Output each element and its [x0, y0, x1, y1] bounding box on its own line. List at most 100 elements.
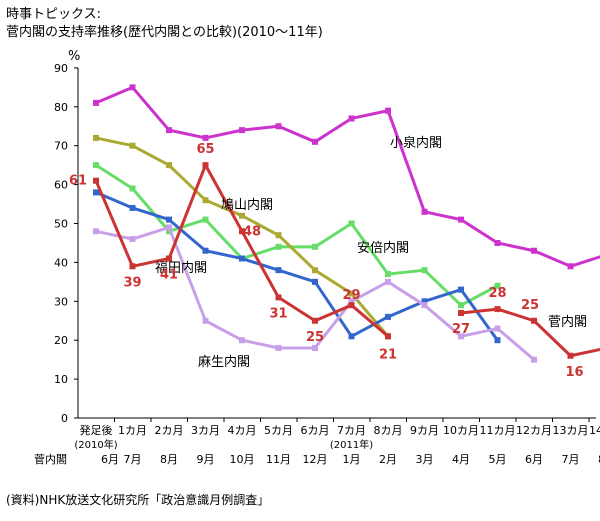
x-tick-label: 12カ月 [516, 424, 552, 437]
series-5-point [458, 309, 464, 316]
series-5-point [312, 317, 318, 324]
series-3-point [239, 255, 245, 262]
series-name-label: 安倍内閣 [357, 240, 409, 256]
series-2-point [202, 197, 209, 204]
source-note: (資料)NHK放送文化研究所「政治意識月例調査」 [6, 493, 270, 507]
data-label: 28 [488, 286, 506, 301]
y-axis-unit: % [68, 49, 80, 64]
series-3-point [275, 267, 282, 274]
series-5-point [348, 302, 355, 309]
series-0-line [95, 85, 600, 268]
series-5-point [93, 177, 99, 184]
x-tick-label: 6カ月 [301, 424, 330, 437]
series-3-point [348, 333, 355, 340]
data-label: 29 [342, 288, 360, 303]
series-4-point [494, 325, 501, 332]
series-1-line [95, 163, 499, 307]
series-3-point [166, 216, 172, 223]
series-4-point [348, 298, 355, 305]
series-2-point [312, 267, 318, 274]
series-0-point [312, 138, 318, 145]
month-label: 6月 [525, 453, 543, 466]
series-4-point [202, 317, 209, 324]
series-3-point [312, 278, 318, 285]
series-1-point [93, 162, 99, 169]
series-0-point [275, 123, 282, 130]
series-2-point [166, 162, 172, 169]
x-tick-label: 5カ月 [264, 424, 293, 437]
series-0-point [166, 127, 172, 134]
series-5-point [129, 263, 136, 270]
series-name-label: 鳩山内閣 [221, 197, 273, 213]
month-label: 3月 [416, 453, 434, 466]
series-1-point [312, 243, 318, 250]
series-name-label: 小泉内閣 [390, 135, 442, 151]
x-tick-label: 10カ月 [443, 424, 479, 437]
series-0-point [348, 115, 355, 122]
month-label: 8月 [160, 453, 178, 466]
x-tick-label: 1カ月 [118, 424, 147, 437]
y-tick-label: 50 [54, 218, 68, 231]
chart-title: 時事トピックス: [6, 7, 101, 22]
series-5-point [239, 228, 245, 235]
x-tick-label: 4カ月 [228, 424, 257, 437]
data-label: 41 [160, 268, 178, 283]
month-label: 4月 [452, 453, 470, 466]
x-year-label: (2011年) [330, 438, 373, 451]
y-tick-label: 40 [54, 256, 68, 269]
y-tick-label: 30 [54, 295, 68, 308]
series-4-point [93, 228, 99, 235]
series-4-point [458, 333, 464, 340]
series-0-point [93, 99, 99, 106]
series-5-point [567, 352, 574, 359]
month-label: 6月 [101, 453, 119, 466]
x-tick-label: 9カ月 [410, 424, 439, 437]
series-name-label: 福田内閣 [155, 260, 207, 276]
series-4-point [129, 236, 136, 243]
series-0-point [567, 263, 574, 270]
series-1-point [458, 302, 464, 309]
series-0-point [385, 107, 391, 114]
series-1-point [494, 282, 501, 289]
month-row-label: 菅内閣 [34, 452, 67, 466]
y-tick-label: 70 [54, 140, 68, 153]
series-2-point [275, 232, 282, 239]
x-tick-label: 8カ月 [374, 424, 403, 437]
y-tick-label: 10 [54, 373, 68, 386]
series-3-point [129, 204, 136, 211]
month-label: 7月 [562, 453, 580, 466]
series-1-point [348, 220, 355, 227]
data-label: 27 [452, 322, 470, 337]
x-tick-label: 7カ月 [337, 424, 366, 437]
data-label: 61 [69, 174, 87, 189]
series-1-point [275, 243, 282, 250]
month-label: 7月 [124, 453, 142, 466]
series-5-point [166, 255, 172, 262]
series-4-point [385, 278, 391, 285]
month-label: 12月 [303, 453, 328, 466]
series-3-point [421, 298, 428, 305]
series-2-point [239, 212, 245, 219]
month-label: 8月 [598, 453, 600, 466]
series-2-point [348, 290, 355, 297]
y-tick-label: 80 [54, 101, 68, 114]
data-label: 48 [243, 224, 261, 239]
series-0-point [458, 216, 464, 223]
x-tick-label: 2カ月 [155, 424, 184, 437]
data-label: 21 [379, 347, 397, 362]
x-tick-label: 13カ月 [553, 424, 589, 437]
month-label: 5月 [489, 453, 507, 466]
x-tick-label: 3カ月 [191, 424, 220, 437]
series-0-point [421, 208, 428, 215]
series-0-point [202, 134, 209, 141]
data-label: 25 [306, 330, 324, 345]
series-2-point [129, 142, 136, 149]
series-5-point [494, 306, 501, 313]
series-0-point [531, 247, 537, 254]
data-label: 31 [269, 306, 287, 321]
series-5-point [202, 162, 209, 169]
series-1-point [421, 267, 428, 274]
series-5-point [531, 317, 537, 324]
series-4-point [312, 344, 318, 351]
